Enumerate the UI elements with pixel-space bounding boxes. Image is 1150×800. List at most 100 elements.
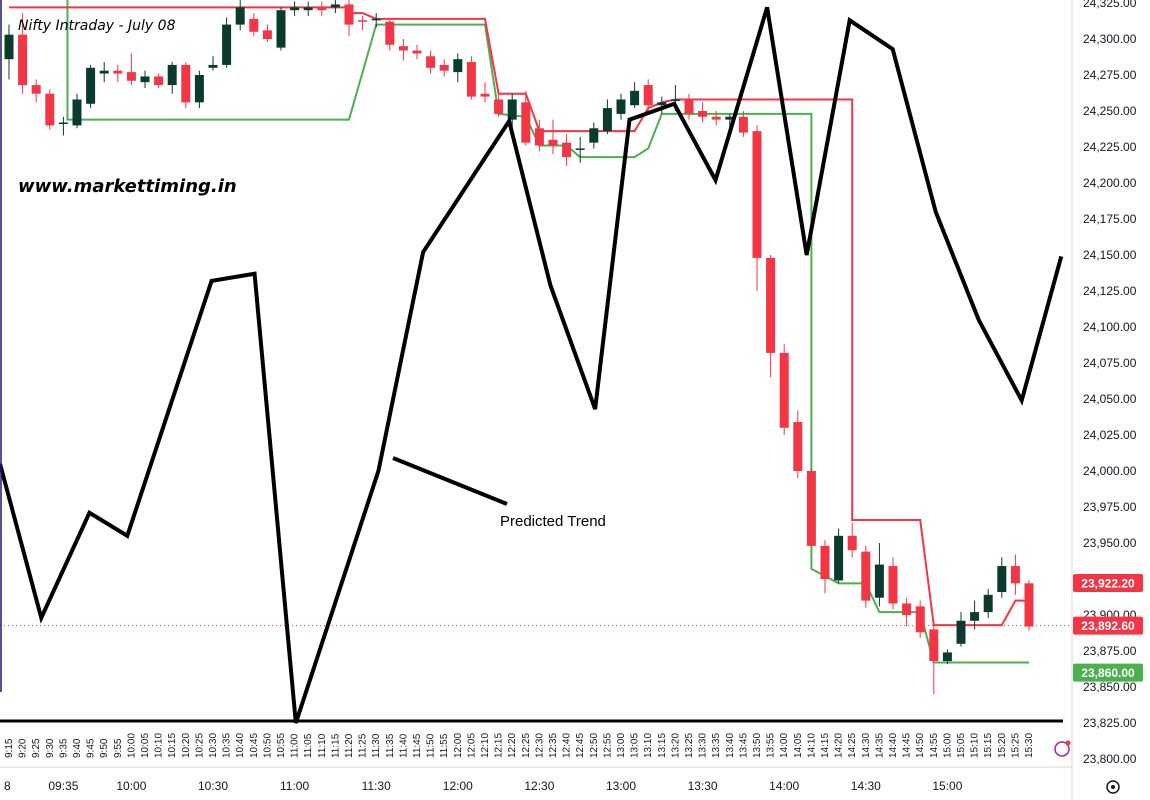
candle xyxy=(58,116,68,136)
candle-body xyxy=(317,7,327,11)
x-slot-label: 14:40 xyxy=(888,733,899,758)
x-slot-label: 11:55 xyxy=(439,733,450,758)
candle xyxy=(344,0,354,37)
x-slot-label: 14:15 xyxy=(820,733,831,758)
candle xyxy=(86,64,96,109)
candle xyxy=(1010,554,1020,595)
gear-icon xyxy=(1106,780,1120,794)
y-tick-label: 23,800.00 xyxy=(1083,752,1137,766)
x-major-label: 11:00 xyxy=(280,779,309,793)
y-tick-label: 24,025.00 xyxy=(1083,428,1137,442)
candle xyxy=(874,543,884,607)
trend-layer xyxy=(0,6,1064,724)
candle-body xyxy=(99,70,109,74)
candles-layer xyxy=(4,0,1034,695)
x-major-label: 13:00 xyxy=(606,779,636,793)
x-major-label: 10:00 xyxy=(116,779,146,793)
candle xyxy=(45,89,55,130)
candle-body xyxy=(31,85,41,94)
x-slot-label: 15:00 xyxy=(942,733,953,758)
candle-body xyxy=(276,10,286,48)
x-slot-label: 12:05 xyxy=(466,733,477,758)
candle xyxy=(466,56,476,100)
x-slot-label: 14:00 xyxy=(779,733,790,758)
x-slot-label: 9:50 xyxy=(99,738,110,758)
x-slot-label: 10:50 xyxy=(262,733,273,758)
candle xyxy=(385,18,395,51)
candle-body xyxy=(58,122,68,125)
x-slot-label: 11:30 xyxy=(371,733,382,758)
predicted-trend-label: Predicted Trend xyxy=(500,513,606,530)
candle-body xyxy=(262,30,272,39)
candle-body xyxy=(1024,583,1034,627)
circle-icon xyxy=(1054,741,1070,757)
x-slot-label: 9:40 xyxy=(72,738,83,758)
candle xyxy=(847,522,857,558)
x-slot-label: 12:50 xyxy=(589,733,600,758)
candle-body xyxy=(439,64,449,71)
candle xyxy=(439,59,449,77)
candle xyxy=(507,93,517,132)
y-tick-label: 24,150.00 xyxy=(1083,248,1137,262)
candle xyxy=(31,79,41,103)
settings-button[interactable] xyxy=(1106,780,1120,794)
price-badge-bg xyxy=(1073,616,1143,635)
y-tick-label: 24,100.00 xyxy=(1083,320,1137,334)
candle-body xyxy=(738,116,748,133)
candle-body xyxy=(494,99,504,114)
x-slot-label: 11:50 xyxy=(426,733,437,758)
candle-body xyxy=(344,4,354,25)
candle-body xyxy=(589,128,599,143)
x-slot-label: 13:05 xyxy=(630,733,641,758)
candle xyxy=(494,93,504,117)
y-tick-label: 24,175.00 xyxy=(1083,212,1137,226)
candle-body xyxy=(956,620,966,644)
magnet-indicator[interactable] xyxy=(1054,740,1071,757)
candle xyxy=(602,99,612,135)
candle xyxy=(412,44,422,60)
candle-body xyxy=(997,566,1007,592)
y-tick-label: 24,200.00 xyxy=(1083,176,1137,190)
candle-body xyxy=(126,72,136,81)
candle xyxy=(657,96,667,114)
candle xyxy=(684,93,694,120)
x-slot-label: 10:40 xyxy=(235,733,246,758)
candle-body xyxy=(902,603,912,615)
x-major-label: 10:30 xyxy=(198,779,228,793)
candle-body xyxy=(4,34,14,60)
candle-body xyxy=(86,67,96,104)
candle xyxy=(902,597,912,627)
candle-body xyxy=(929,629,939,662)
candle xyxy=(167,62,177,94)
candle-body xyxy=(453,59,463,73)
candle xyxy=(113,64,123,83)
candle-body xyxy=(222,24,232,65)
candle xyxy=(738,111,748,137)
x-slot-label: 15:05 xyxy=(956,733,967,758)
candle-body xyxy=(698,111,708,117)
candle xyxy=(330,0,340,14)
candle xyxy=(888,557,898,610)
y-tick-label: 24,050.00 xyxy=(1083,392,1137,406)
candle xyxy=(426,50,436,74)
candle-body xyxy=(793,422,803,471)
candle-body xyxy=(847,535,857,551)
candle xyxy=(276,7,286,51)
x-slot-label: 12:30 xyxy=(534,733,545,758)
x-slot-label: 15:20 xyxy=(997,733,1008,758)
chart-title: Nifty Intraday - July 08 xyxy=(18,18,176,34)
watermark-url: www.markettiming.in xyxy=(18,176,237,197)
candle xyxy=(4,24,14,80)
candle-body xyxy=(303,7,313,11)
candle-body xyxy=(915,606,925,633)
candle xyxy=(317,1,327,16)
candle-body xyxy=(290,7,300,11)
candle-body xyxy=(167,64,177,86)
candle xyxy=(99,62,109,83)
x-major-label: 12:00 xyxy=(443,779,473,793)
y-tick-label: 24,325.00 xyxy=(1083,0,1137,10)
x-slot-label: 9:55 xyxy=(113,738,124,758)
x-major-label: 14:30 xyxy=(851,779,881,793)
price-badge: 23,892.60 xyxy=(1073,616,1143,635)
